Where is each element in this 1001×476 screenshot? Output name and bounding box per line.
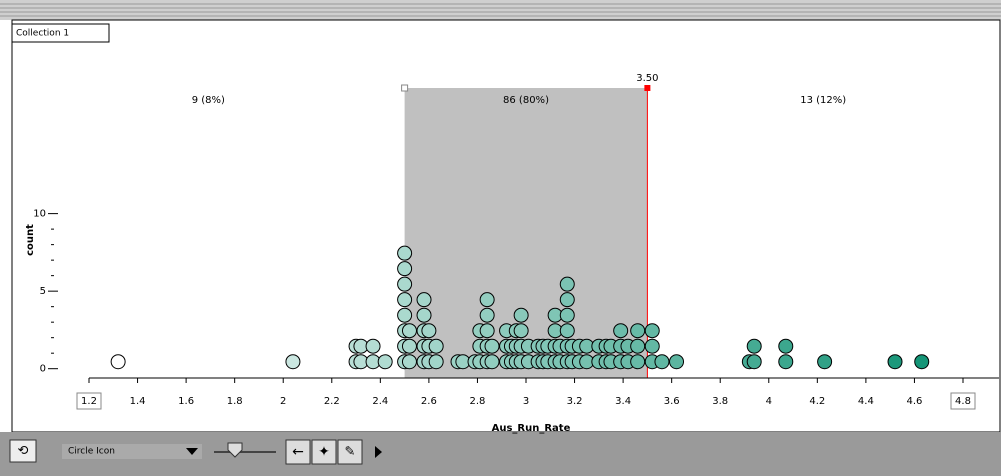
tab-label: Collection 1 bbox=[16, 29, 69, 39]
x-limit-box bbox=[76, 392, 102, 410]
dot bbox=[428, 338, 444, 354]
plot: 3.50 9 (8%) 86 (80%) 13 (12%) 1.2 1.4 1.6 1.8 2 2… bbox=[33, 73, 999, 410]
icon-menu-label: Circle Icon bbox=[68, 447, 115, 457]
plus-icon: ✦ bbox=[318, 444, 330, 460]
dot bbox=[479, 323, 495, 339]
dot bbox=[428, 354, 444, 370]
x-tick-label: 2.2 bbox=[324, 396, 340, 407]
x-limit-box bbox=[950, 392, 976, 410]
region-label: 86 (80%) bbox=[503, 95, 549, 106]
dot bbox=[559, 292, 575, 308]
x-tick-label: 2.4 bbox=[372, 396, 388, 407]
pencil-tool[interactable] bbox=[337, 439, 363, 465]
x-tick-label: 3 bbox=[523, 396, 529, 407]
pencil-icon: ✎ bbox=[345, 445, 356, 460]
dot bbox=[654, 354, 670, 370]
dot bbox=[397, 276, 413, 292]
y-tick-label: 10 bbox=[33, 209, 46, 220]
dot bbox=[914, 354, 930, 370]
dot bbox=[559, 323, 575, 339]
dot bbox=[669, 354, 685, 370]
dot bbox=[377, 354, 393, 370]
x-tick-label: 4.6 bbox=[906, 396, 922, 407]
region-label: 9 (8%) bbox=[192, 95, 225, 106]
arrow-icon: ← bbox=[292, 444, 304, 460]
y-axis-label: count bbox=[25, 224, 36, 256]
dot bbox=[559, 276, 575, 292]
dot bbox=[887, 354, 903, 370]
tab[interactable] bbox=[11, 23, 110, 43]
rotate-icon: ⟲ bbox=[18, 444, 29, 459]
x-tick-label: 2 bbox=[280, 396, 286, 407]
rotate-button[interactable] bbox=[9, 439, 37, 463]
dot bbox=[746, 354, 762, 370]
dot bbox=[778, 338, 794, 354]
y-tick-label: 5 bbox=[40, 286, 46, 297]
x-tick-label: 4.4 bbox=[858, 396, 874, 407]
dot bbox=[644, 338, 660, 354]
x-tick-label: 4.2 bbox=[809, 396, 825, 407]
dot bbox=[513, 307, 529, 323]
dot bbox=[559, 307, 575, 323]
dot bbox=[401, 323, 417, 339]
x-tick-label: 3.6 bbox=[664, 396, 680, 407]
dot bbox=[479, 307, 495, 323]
dot bbox=[397, 245, 413, 261]
dot bbox=[479, 292, 495, 308]
plus-tool[interactable] bbox=[311, 439, 337, 465]
icon-menu[interactable] bbox=[62, 444, 202, 459]
title-bar bbox=[0, 0, 1001, 20]
dot bbox=[630, 338, 646, 354]
x-tick-label: 4 bbox=[766, 396, 772, 407]
x-tick-label: 1.8 bbox=[227, 396, 243, 407]
dot bbox=[613, 323, 629, 339]
x-tick-label: 1.4 bbox=[130, 396, 146, 407]
region-label: 13 (12%) bbox=[800, 95, 846, 106]
x-tick-label: 2.6 bbox=[421, 396, 437, 407]
dot bbox=[484, 354, 500, 370]
dot bbox=[397, 261, 413, 277]
dot bbox=[746, 338, 762, 354]
x-tick-label: 3.2 bbox=[567, 396, 583, 407]
dot bbox=[630, 323, 646, 339]
dot bbox=[401, 354, 417, 370]
dot bbox=[513, 323, 529, 339]
dot bbox=[778, 354, 794, 370]
x-tick-label: 3.4 bbox=[615, 396, 631, 407]
dot bbox=[110, 354, 126, 370]
menu-arrow bbox=[186, 448, 198, 455]
dot bbox=[397, 307, 413, 323]
dot bbox=[397, 292, 413, 308]
divider-label: 3.50 bbox=[636, 73, 658, 84]
x-axis-label: Aus_Run_Rate bbox=[492, 423, 571, 434]
dot bbox=[285, 354, 301, 370]
x-tick-label: 1.2 bbox=[81, 396, 97, 407]
slider-thumb[interactable] bbox=[227, 442, 243, 458]
dot bbox=[630, 354, 646, 370]
dot bbox=[416, 292, 432, 308]
dot bbox=[401, 338, 417, 354]
dot bbox=[421, 323, 437, 339]
dot bbox=[644, 323, 660, 339]
arrow-tool[interactable] bbox=[285, 439, 311, 465]
divider-handle bbox=[644, 85, 651, 91]
x-tick-label: 4.8 bbox=[955, 396, 971, 407]
dot bbox=[484, 338, 500, 354]
dot bbox=[416, 307, 432, 323]
divider-handle bbox=[401, 84, 409, 92]
dot bbox=[817, 354, 833, 370]
x-tick-label: 2.8 bbox=[469, 396, 485, 407]
x-tick-label: 3.8 bbox=[712, 396, 728, 407]
more-arrow[interactable] bbox=[375, 446, 382, 458]
dot bbox=[365, 338, 381, 354]
y-tick-label: 0 bbox=[40, 364, 46, 375]
x-tick-label: 1.6 bbox=[178, 396, 194, 407]
